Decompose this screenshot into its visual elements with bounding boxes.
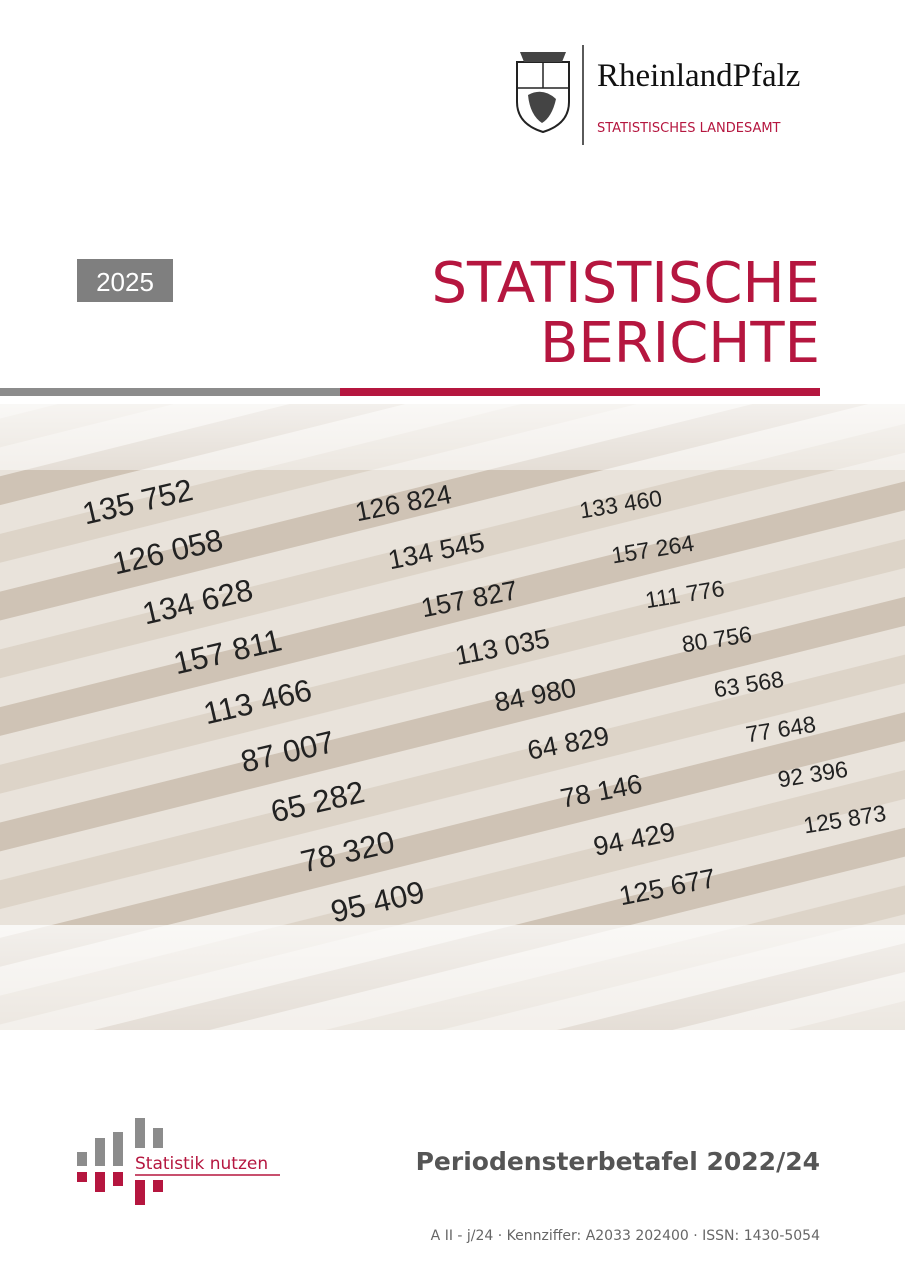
slogan: Statistik nutzen — [135, 1154, 268, 1174]
table-stripe — [0, 582, 905, 949]
table-stripe — [0, 528, 905, 895]
title-line: BERICHTE — [540, 311, 820, 376]
table-stripe — [0, 404, 905, 569]
title-line: STATISTISCHE — [432, 251, 821, 316]
table-stripe — [0, 419, 905, 786]
year: 2025 — [96, 267, 154, 297]
photo-fade — [0, 404, 905, 470]
reference: A II - j/24 · Kennziffer: A2033 202400 ·… — [431, 1228, 820, 1244]
table-stripe — [0, 404, 905, 677]
rule-gray — [0, 388, 340, 396]
office: STATISTISCHES LANDESAMT — [597, 121, 781, 136]
brand: RheinlandPfalz — [597, 58, 800, 94]
table-stripe — [0, 636, 905, 1003]
year-box — [77, 259, 173, 302]
table-stripe — [0, 473, 905, 840]
rule-red — [340, 388, 820, 396]
photo-fade — [0, 925, 905, 1030]
slogan-logo — [77, 1118, 280, 1205]
coat-of-arms — [516, 52, 570, 134]
report-title: Periodensterbetafel 2022/24 — [416, 1147, 820, 1176]
